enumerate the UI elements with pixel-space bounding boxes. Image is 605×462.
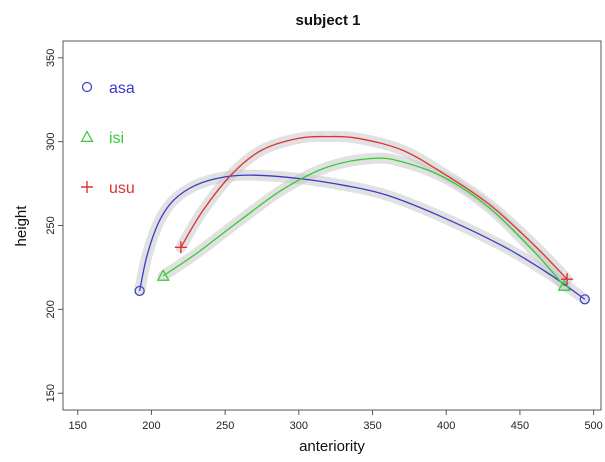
x-tick-label: 250 xyxy=(216,420,234,432)
legend-label-asa: asa xyxy=(109,80,135,97)
legend: asa isi usu xyxy=(80,80,135,197)
y-tick-label: 300 xyxy=(45,132,57,150)
x-tick-label: 400 xyxy=(437,420,455,432)
legend-label-usu: usu xyxy=(109,180,135,197)
data-point-asa xyxy=(134,285,145,297)
x-tick-label: 350 xyxy=(363,420,381,432)
x-tick-label: 200 xyxy=(142,420,160,432)
x-tick-label: 450 xyxy=(511,420,529,432)
chart-title: subject 1 xyxy=(295,12,360,29)
x-tick-label: 300 xyxy=(290,420,308,432)
data-point-asa xyxy=(579,294,590,305)
x-tick-label: 150 xyxy=(69,420,87,432)
data-point-isi xyxy=(156,269,170,281)
x-tick-label: 500 xyxy=(584,420,602,432)
data-point-usu xyxy=(174,241,187,254)
series-line-usu xyxy=(180,135,568,280)
data-point-isi xyxy=(557,279,571,291)
legend-marker-asa xyxy=(81,81,93,93)
legend-label-isi: isi xyxy=(109,130,124,147)
y-tick-label: 350 xyxy=(45,49,57,67)
y-tick-label: 250 xyxy=(45,216,57,234)
series-line-asa xyxy=(138,174,586,300)
legend-marker-isi xyxy=(80,130,94,142)
x-axis-label: anteriority xyxy=(299,438,365,455)
x-axis: 150 200 250 300 350 400 450 500 xyxy=(69,410,603,432)
confidence-bands xyxy=(134,131,591,305)
y-axis: 150 200 250 300 350 xyxy=(45,49,63,402)
y-axis-label: height xyxy=(13,205,30,247)
data-point-usu xyxy=(561,273,574,286)
series-line-isi xyxy=(162,157,565,287)
y-tick-label: 200 xyxy=(45,300,57,318)
legend-marker-usu xyxy=(81,181,93,193)
series-lines xyxy=(138,135,586,300)
y-tick-label: 150 xyxy=(45,384,57,402)
series-markers xyxy=(134,241,590,305)
